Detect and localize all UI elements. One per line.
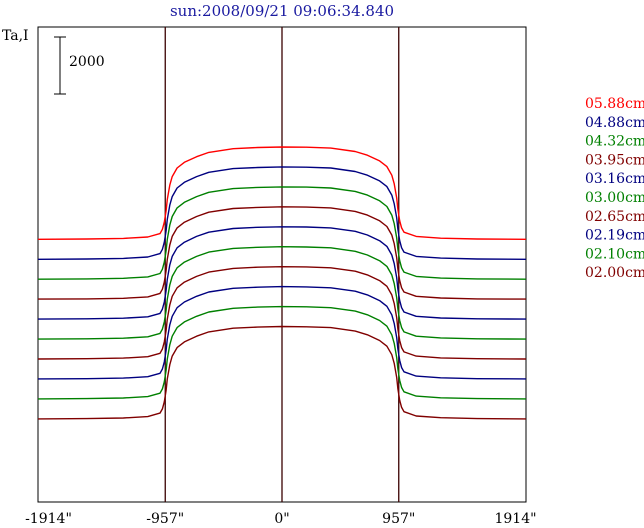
- scale-bar-label: 2000: [69, 54, 105, 70]
- y-axis-label: Ta,I: [2, 28, 29, 44]
- legend-label: 02.19cm: [585, 228, 644, 244]
- series-line-03.95cm: [37, 206, 527, 300]
- series-line-04.32cm: [37, 186, 527, 280]
- legend: 05.88cm 04.88cm 04.32cm 03.95cm 03.16cm 03.00…: [585, 96, 644, 281]
- series-line-02.00cm: [37, 325, 527, 420]
- legend-label: 03.95cm: [585, 152, 644, 168]
- series-line-05.88cm: [37, 146, 527, 240]
- legend-label: 05.88cm: [585, 96, 644, 112]
- x-tick-label: -1914": [25, 511, 72, 527]
- legend-label: 04.32cm: [585, 134, 644, 150]
- legend-label: 03.00cm: [585, 190, 644, 206]
- x-tick-label: 957": [382, 511, 415, 527]
- series-lines: [37, 146, 527, 420]
- legend-label: 02.65cm: [585, 209, 644, 225]
- x-tick-label: 1914": [494, 511, 536, 527]
- x-tick-label: -957": [146, 511, 184, 527]
- legend-label: 02.10cm: [585, 246, 644, 262]
- series-line-04.88cm: [37, 166, 527, 260]
- vertical-lines: [164, 27, 400, 502]
- scale-bar: [54, 36, 66, 95]
- series-line-03.00cm: [37, 245, 527, 340]
- x-tick-label: 0": [274, 511, 289, 527]
- series-line-02.10cm: [37, 305, 527, 400]
- series-line-03.16cm: [37, 226, 527, 320]
- x-tick-labels: -1914" -957" 0" 957" 1914": [25, 511, 536, 527]
- series-line-02.65cm: [37, 266, 527, 360]
- legend-label: 02.00cm: [585, 265, 644, 281]
- legend-label: 04.88cm: [585, 115, 644, 131]
- series-line-02.19cm: [37, 285, 527, 380]
- legend-label: 03.16cm: [585, 171, 644, 187]
- chart-title: sun:2008/09/21 09:06:34.840: [170, 2, 394, 20]
